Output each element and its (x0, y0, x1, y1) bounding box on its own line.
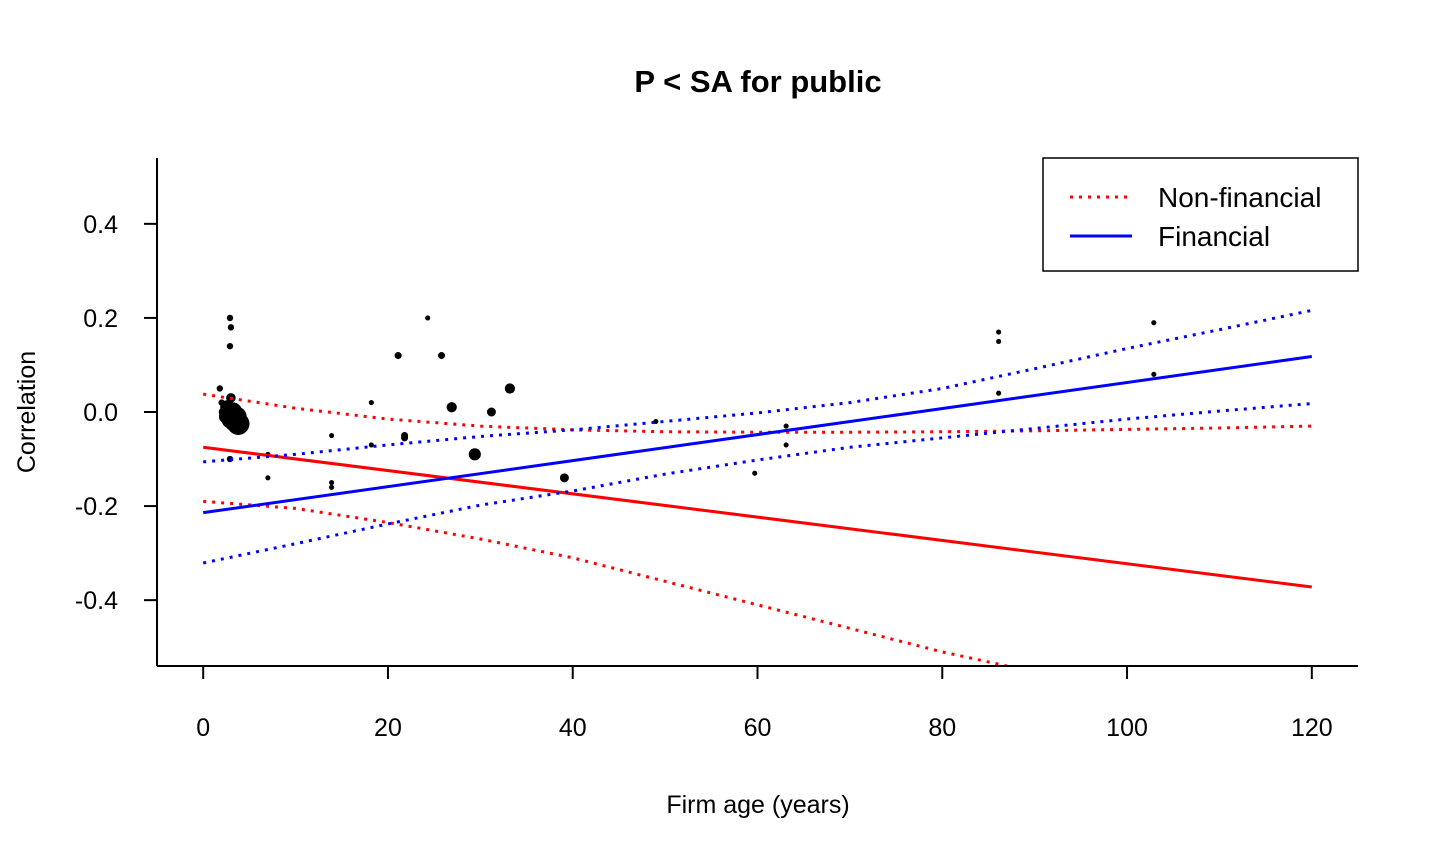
plot-area (202, 308, 1313, 666)
ci-lower-non-financial (203, 499, 1008, 666)
y-tick-label: 0.0 (83, 399, 118, 427)
x-tick-label: 60 (744, 714, 772, 742)
y-tick-label: 0.4 (83, 211, 118, 239)
x-tick-label: 0 (196, 714, 210, 742)
y-tick-label: -0.2 (75, 493, 118, 521)
data-point (216, 385, 224, 392)
chart-title: P < SA for public (634, 64, 881, 99)
x-tick-label: 20 (374, 714, 402, 742)
data-point (752, 470, 758, 476)
x-axis-label: Firm age (years) (666, 791, 849, 819)
fit-line-financial (202, 355, 1313, 515)
data-point (438, 352, 446, 360)
data-point (227, 412, 250, 435)
y-ticks: -0.4 -0.2 0.0 0.2 0.4 (75, 211, 157, 615)
data-point (996, 329, 1002, 335)
y-tick-label: -0.4 (75, 587, 118, 615)
x-ticks: 0 20 40 60 80 100 120 (196, 666, 1333, 742)
x-tick-label: 40 (559, 714, 587, 742)
data-point (401, 434, 409, 442)
data-point (368, 400, 374, 406)
data-point (996, 338, 1002, 345)
data-point (265, 475, 271, 481)
series-lines (202, 308, 1313, 666)
data-point (329, 479, 335, 486)
data-point (329, 432, 335, 439)
data-point (1151, 320, 1157, 326)
ci-upper-financial (203, 308, 1313, 464)
data-point (559, 473, 569, 483)
data-point (227, 324, 235, 331)
x-tick-label: 80 (928, 714, 956, 742)
data-point (425, 315, 431, 321)
data-point (446, 402, 457, 413)
data-point (504, 383, 516, 394)
y-axis-label: Correlation (13, 351, 41, 473)
legend-label-non-financial: Non-financial (1158, 182, 1321, 213)
data-point (486, 407, 496, 417)
data-point (653, 418, 659, 424)
data-point (368, 442, 374, 448)
y-tick-label: 0.2 (83, 305, 118, 333)
data-point (329, 484, 335, 490)
data-point (783, 442, 789, 448)
data-point (1151, 371, 1157, 377)
ci-upper-non-financial (202, 392, 1312, 434)
data-point (468, 448, 481, 461)
data-point (226, 342, 234, 350)
legend-box (1042, 157, 1359, 272)
data-point (394, 352, 402, 360)
data-point (226, 314, 234, 322)
fit-line-non-financial (203, 445, 1312, 589)
ci-lower-financial (202, 402, 1312, 565)
x-tick-label: 100 (1106, 714, 1148, 742)
x-tick-label: 120 (1291, 714, 1333, 742)
legend-label-financial: Financial (1158, 221, 1270, 252)
legend: Non-financial Financial (1042, 157, 1359, 272)
data-point (783, 423, 789, 429)
data-point (996, 390, 1002, 396)
